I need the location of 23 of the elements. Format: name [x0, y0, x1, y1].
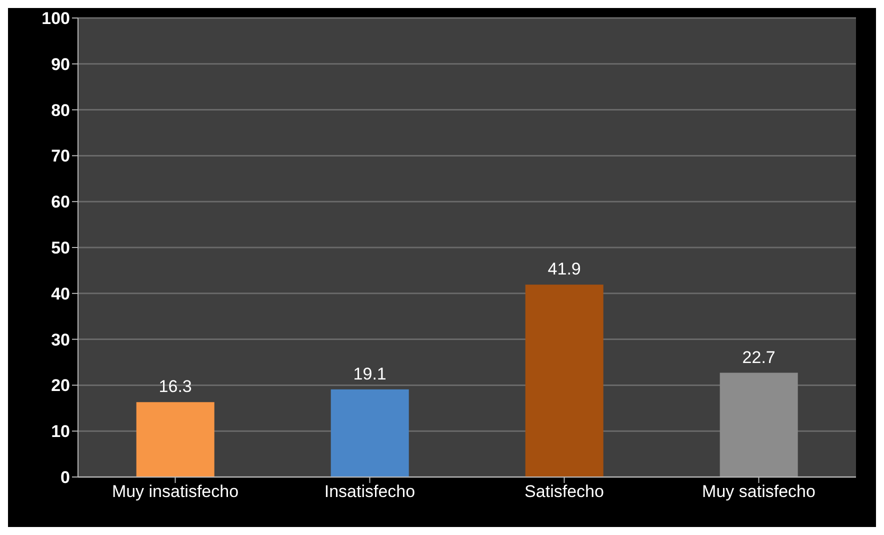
x-tick-label: Muy insatisfecho — [112, 482, 239, 502]
y-tick-label: 60 — [51, 192, 70, 212]
data-label: 16.3 — [158, 377, 192, 396]
bar — [720, 372, 798, 477]
data-label: 22.7 — [742, 348, 776, 367]
x-tick-label: Muy satisfecho — [702, 482, 816, 502]
y-tick-label: 70 — [51, 146, 70, 166]
x-tick-label: Satisfecho — [524, 482, 604, 502]
y-tick-label: 10 — [51, 422, 70, 442]
y-tick-label: 50 — [51, 238, 70, 258]
data-label: 41.9 — [548, 260, 581, 279]
y-tick-label: 90 — [51, 54, 70, 74]
data-label: 19.1 — [353, 364, 386, 384]
bar — [525, 284, 604, 477]
y-tick-label: 40 — [51, 284, 70, 304]
x-tick-label: Insatisfecho — [324, 482, 416, 502]
bar — [330, 389, 409, 477]
y-tick-label: 30 — [51, 330, 70, 350]
bar — [136, 402, 214, 477]
y-tick-label: 20 — [51, 376, 70, 396]
y-tick-label: 80 — [51, 100, 70, 120]
y-tick-label: 100 — [42, 9, 70, 28]
y-tick-label: 0 — [60, 468, 70, 488]
